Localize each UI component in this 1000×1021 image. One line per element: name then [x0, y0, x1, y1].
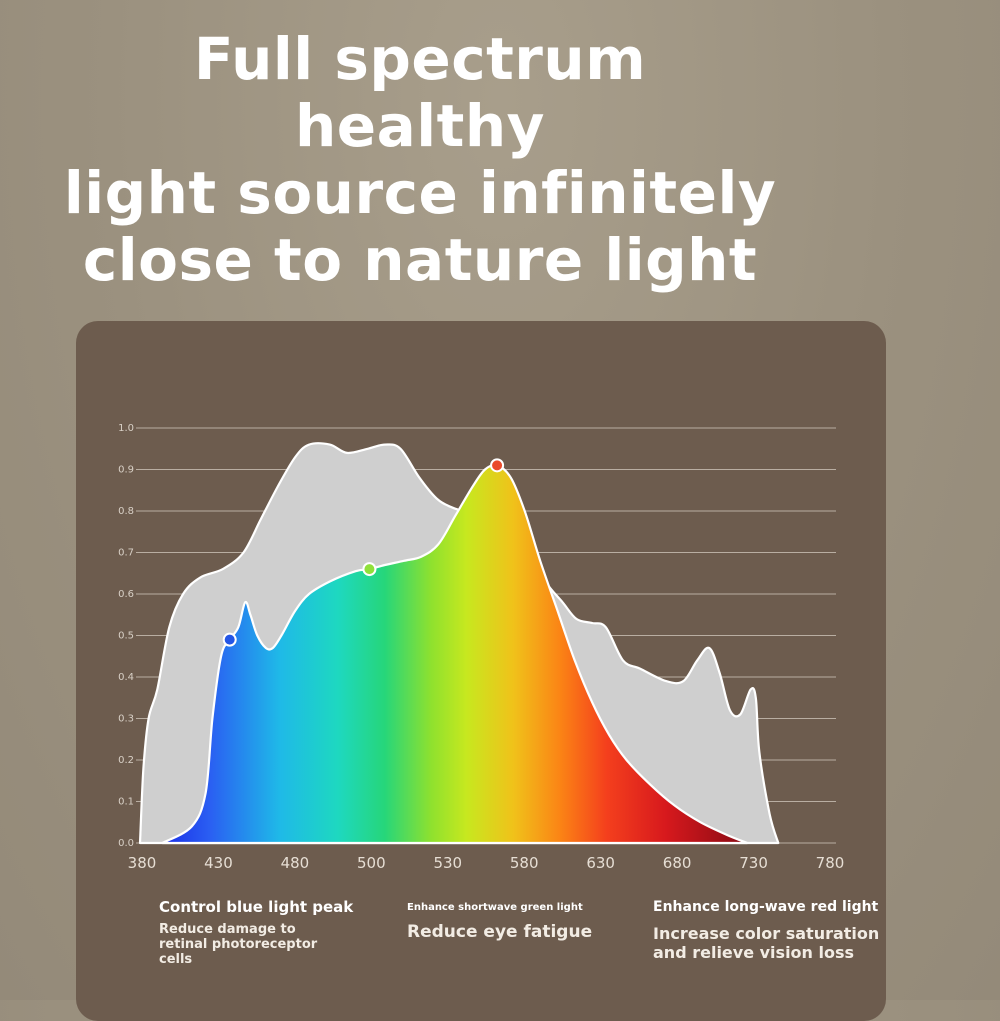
x-tick-labels: 380 430 480 500 530 580 630 680 730 780	[128, 854, 845, 872]
y-tick-label: 0.0	[118, 838, 134, 849]
x-tick-label: 530	[433, 854, 462, 872]
y-tick-label: 0.5	[118, 631, 134, 642]
headline-line-2: light source infinitely	[63, 159, 777, 227]
x-tick-label: 680	[663, 854, 692, 872]
x-tick-label: 500	[357, 854, 386, 872]
peak-marker	[490, 458, 505, 473]
led-spectrum-area	[161, 463, 749, 845]
caption-red-detail: Increase color saturation and relieve vi…	[653, 924, 880, 962]
x-tick-label: 630	[586, 854, 615, 872]
caption-green-detail: Reduce eye fatigue	[407, 922, 593, 942]
y-tick-label: 0.1	[118, 797, 134, 808]
x-tick-label: 480	[281, 854, 310, 872]
caption-green: Enhance shortwave green light Reduce eye…	[407, 902, 617, 942]
headline: Full spectrum healthy light source infin…	[60, 26, 780, 294]
caption-red-heading: Enhance long-wave red light	[653, 899, 879, 915]
y-tick-label: 1.0	[118, 423, 134, 434]
x-tick-label: 430	[204, 854, 233, 872]
spectrum-areas	[138, 442, 780, 845]
caption-green-heading: Enhance shortwave green light	[407, 902, 583, 913]
x-tick-label: 580	[510, 854, 539, 872]
spectrum-chart: 0.0 0.1 0.2 0.3 0.4 0.5 0.6 0.7 0.8 0.9 1.0 380 430…	[118, 423, 845, 872]
x-tick-label: 380	[128, 854, 157, 872]
y-tick-label: 0.2	[118, 755, 134, 766]
caption-red: Enhance long-wave red light Increase col…	[653, 899, 883, 962]
caption-blue-heading: Control blue light peak	[159, 898, 354, 916]
peak-markers	[222, 458, 505, 647]
x-tick-label: 780	[816, 854, 845, 872]
peak-marker	[362, 562, 377, 577]
y-tick-label: 0.8	[118, 506, 134, 517]
y-tick-labels: 0.0 0.1 0.2 0.3 0.4 0.5 0.6 0.7 0.8 0.9 1.0	[118, 423, 134, 849]
x-tick-label: 730	[739, 854, 768, 872]
caption-blue-detail: Reduce damage to retinal photoreceptor c…	[159, 922, 318, 967]
y-tick-label: 0.4	[118, 672, 134, 683]
headline-line-1: Full spectrum healthy	[193, 25, 647, 160]
y-tick-label: 0.3	[118, 714, 134, 725]
caption-blue: Control blue light peak Reduce damage to…	[159, 898, 379, 967]
y-tick-label: 0.7	[118, 548, 134, 559]
y-tick-label: 0.6	[118, 589, 134, 600]
headline-line-3: close to nature light	[82, 226, 758, 294]
peak-marker	[222, 632, 237, 647]
y-tick-label: 0.9	[118, 465, 134, 476]
